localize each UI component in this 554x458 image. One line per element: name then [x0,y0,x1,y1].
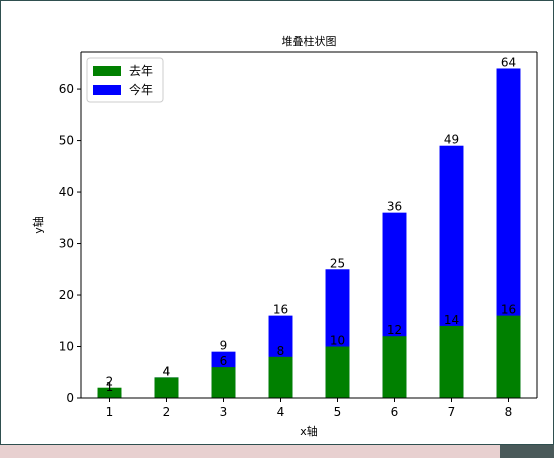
value-label: 49 [444,133,459,147]
y-tick-label: 40 [59,185,74,199]
value-label: 8 [277,344,285,358]
y-tick-label: 50 [59,134,74,148]
x-tick-label: 1 [106,405,114,419]
value-label: 64 [501,55,516,69]
value-label: 2 [106,375,114,389]
legend-swatch [93,66,121,76]
bar [97,387,122,398]
value-label: 16 [501,303,516,317]
x-tick-label: 8 [505,405,513,419]
x-tick-label: 4 [277,405,285,419]
x-axis-label: x轴 [300,424,318,438]
x-tick-label: 6 [391,405,399,419]
x-tick-label: 3 [220,405,228,419]
value-label: 25 [330,256,345,270]
bottom-strip-dark [500,445,554,458]
value-label: 16 [273,303,288,317]
legend-label: 去年 [129,64,153,78]
x-tick-label: 2 [163,405,171,419]
y-tick-label: 60 [59,82,74,96]
bar [496,315,521,398]
bar [382,336,407,398]
y-tick-label: 10 [59,340,74,354]
y-tick-label: 20 [59,288,74,302]
value-label: 6 [220,354,228,368]
legend-swatch [93,85,121,95]
value-label: 14 [444,313,459,327]
value-label: 4 [163,364,171,378]
y-tick-label: 30 [59,237,74,251]
value-label: 36 [387,200,402,214]
value-label: 4 [163,364,171,378]
chart-title: 堆叠柱状图 [282,34,337,48]
bar [268,356,293,398]
value-label: 10 [330,334,345,348]
legend-label: 今年 [129,82,153,97]
value-label: 12 [387,323,402,337]
y-tick-label: 0 [66,391,74,405]
x-tick-label: 7 [448,405,456,419]
value-label: 1 [106,380,114,394]
x-tick-label: 5 [334,405,342,419]
y-axis-label: y轴 [31,216,45,234]
bar [439,325,464,398]
bottom-strip [0,445,500,458]
value-label: 9 [220,339,228,353]
bar [154,377,179,398]
bar [211,367,236,398]
bar [325,346,350,398]
